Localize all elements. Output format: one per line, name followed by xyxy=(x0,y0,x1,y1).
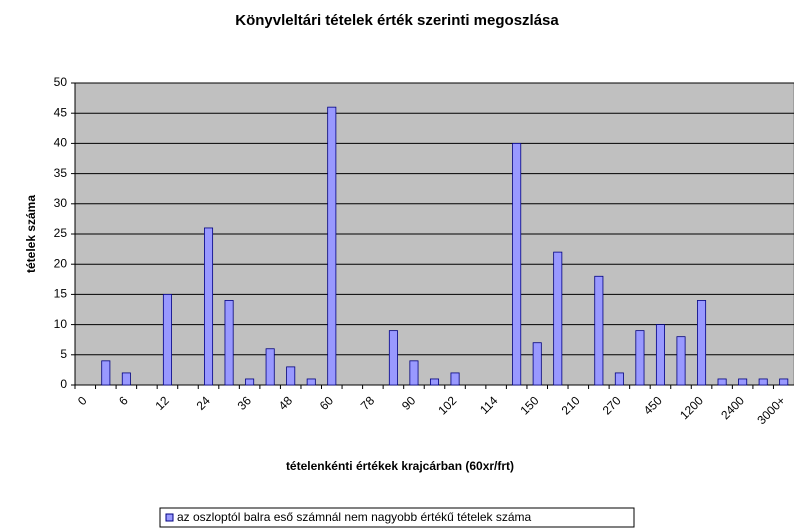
x-tick-label: 0 xyxy=(75,393,90,408)
legend-label: az oszloptól balra eső számnál nem nagyo… xyxy=(177,510,532,524)
y-tick-label: 15 xyxy=(54,287,68,301)
y-axis-title: tételek száma xyxy=(24,195,38,273)
x-tick-label: 270 xyxy=(600,393,624,417)
bar xyxy=(614,372,624,386)
bar xyxy=(512,142,522,386)
y-tick-label: 20 xyxy=(54,256,68,270)
bar xyxy=(204,227,214,386)
bar xyxy=(101,360,111,386)
x-tick-label: 2400 xyxy=(718,393,747,422)
bar xyxy=(758,378,768,386)
y-tick-label: 40 xyxy=(54,136,68,150)
bar xyxy=(409,360,419,386)
bar xyxy=(697,300,707,386)
bar xyxy=(265,348,275,386)
bar xyxy=(327,106,337,386)
bar xyxy=(655,324,665,386)
x-tick-label: 450 xyxy=(641,393,665,417)
x-axis-title: tételenkénti értékek krajcárban (60xr/fr… xyxy=(286,459,514,473)
bar xyxy=(738,378,748,386)
bar xyxy=(286,366,296,386)
y-tick-label: 10 xyxy=(54,317,68,331)
legend-swatch xyxy=(165,513,174,522)
bar xyxy=(553,251,563,386)
bar xyxy=(245,378,255,386)
bar xyxy=(306,378,316,386)
bar xyxy=(224,300,234,386)
y-tick-label: 0 xyxy=(60,377,67,391)
x-tick-label: 12 xyxy=(152,393,172,413)
x-tick-label: 114 xyxy=(477,393,501,417)
x-tick-label: 150 xyxy=(518,393,542,417)
bar xyxy=(532,342,542,386)
x-tick-label: 6 xyxy=(116,393,131,408)
bar xyxy=(779,378,789,386)
x-tick-label: 36 xyxy=(235,393,255,413)
y-tick-label: 35 xyxy=(54,166,68,180)
y-tick-label: 45 xyxy=(54,105,68,119)
bar xyxy=(594,275,604,386)
x-tick-label: 24 xyxy=(194,393,214,413)
bar xyxy=(162,293,172,386)
x-tick-label: 48 xyxy=(276,393,296,413)
x-tick-label: 210 xyxy=(559,393,583,417)
bar xyxy=(388,330,398,386)
chart-title: Könyvleltári tételek érték szerinti mego… xyxy=(235,12,559,29)
bar xyxy=(429,378,440,386)
y-tick-label: 30 xyxy=(54,196,68,210)
bar xyxy=(717,378,727,386)
x-tick-label: 78 xyxy=(358,393,378,413)
y-tick-label: 25 xyxy=(54,226,68,240)
legend-box xyxy=(159,507,635,528)
y-tick-label: 50 xyxy=(54,75,68,89)
bar xyxy=(635,330,645,386)
y-tick-label: 5 xyxy=(60,347,67,361)
x-tick-label: 102 xyxy=(435,393,459,417)
bar xyxy=(676,336,686,386)
x-tick-label: 60 xyxy=(317,393,337,413)
x-tick-label: 1200 xyxy=(677,393,706,422)
x-tick-label: 3000+ xyxy=(754,393,788,427)
bar xyxy=(450,372,460,386)
x-tick-label: 90 xyxy=(399,393,419,413)
bar xyxy=(121,372,131,386)
